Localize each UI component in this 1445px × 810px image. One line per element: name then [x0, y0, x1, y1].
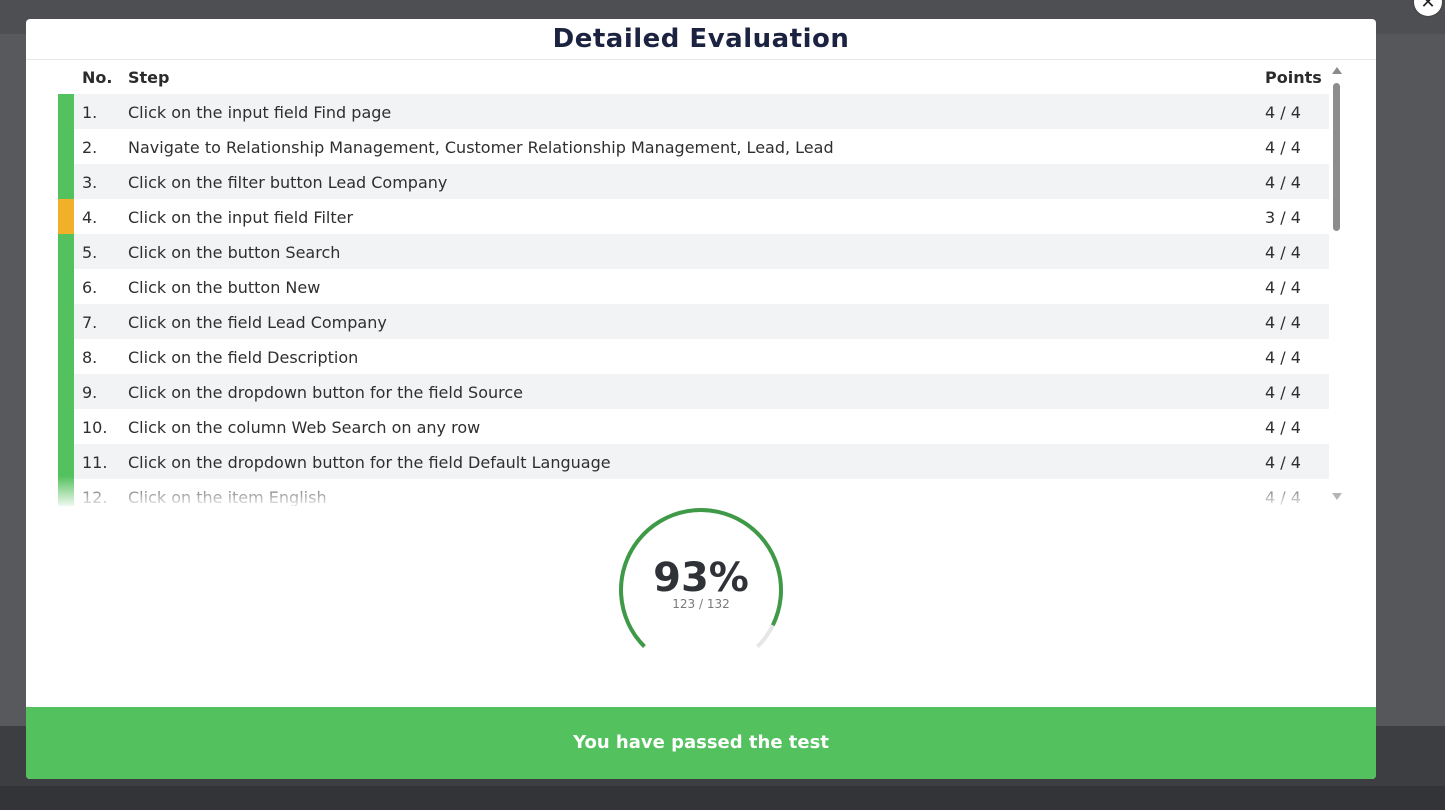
row-status-indicator — [58, 199, 74, 234]
table-row: 1. Click on the input field Find page 4 / … — [58, 94, 1329, 129]
table-row: 10. Click on the column Web Search on any… — [58, 409, 1329, 444]
result-banner: You have passed the test — [26, 707, 1376, 779]
row-status-indicator — [58, 339, 74, 374]
score-points: 123 / 132 — [672, 597, 730, 611]
score-gauge-fill — [619, 508, 783, 648]
row-step-text: Click on the dropdown button for the fie… — [128, 383, 524, 402]
row-status-indicator — [58, 269, 74, 304]
table-row: 8. Click on the field Description 4 / 4 — [58, 339, 1329, 374]
row-points: 4 / 4 — [1265, 348, 1301, 367]
row-number: 6. — [82, 278, 98, 297]
table-row: 2. Navigate to Relationship Management, C… — [58, 129, 1329, 164]
column-header-points: Points — [1265, 68, 1322, 87]
row-points: 3 / 4 — [1265, 208, 1301, 227]
row-number: 11. — [82, 453, 108, 472]
row-points: 4 / 4 — [1265, 138, 1301, 157]
table-body: 1. Click on the input field Find page 4 / … — [58, 94, 1329, 506]
evaluation-table: No. Step Points 1. Click on the input fie… — [58, 64, 1329, 506]
table-row: 5. Click on the button Search 4 / 4 — [58, 234, 1329, 269]
table-header: No. Step Points — [58, 64, 1329, 94]
row-points: 4 / 4 — [1265, 173, 1301, 192]
row-step-text: Click on the filter button Lead Company — [128, 173, 448, 192]
scroll-up-arrow-icon[interactable] — [1332, 67, 1342, 74]
row-points: 4 / 4 — [1265, 418, 1301, 437]
row-points: 4 / 4 — [1265, 383, 1301, 402]
row-number: 8. — [82, 348, 98, 367]
row-number: 2. — [82, 138, 98, 157]
row-status-indicator — [58, 409, 74, 444]
app-sidebar — [0, 34, 26, 734]
score-gauge-ring — [619, 508, 783, 648]
scroll-down-arrow-icon[interactable] — [1332, 493, 1342, 500]
row-points: 4 / 4 — [1265, 453, 1301, 472]
row-status-indicator — [58, 129, 74, 164]
row-number: 3. — [82, 173, 98, 192]
row-status-indicator — [58, 444, 74, 479]
row-number: 7. — [82, 313, 98, 332]
row-status-indicator — [58, 234, 74, 269]
row-status-indicator — [58, 304, 74, 339]
row-points: 4 / 4 — [1265, 278, 1301, 297]
row-points: 4 / 4 — [1265, 103, 1301, 122]
row-step-text: Click on the field Description — [128, 348, 359, 367]
title-divider — [26, 59, 1376, 60]
row-status-indicator — [58, 94, 74, 129]
column-header-no: No. — [82, 68, 113, 87]
row-number: 4. — [82, 208, 98, 227]
scroll-fade — [58, 476, 1329, 506]
row-number: 5. — [82, 243, 98, 262]
column-header-step: Step — [128, 68, 170, 87]
row-step-text: Click on the button Search — [128, 243, 341, 262]
row-step-text: Click on the input field Find page — [128, 103, 392, 122]
score-gauge: 93% 123 / 132 — [616, 507, 786, 657]
table-row: 4. Click on the input field Filter 3 / 4 — [58, 199, 1329, 234]
table-row: 3. Click on the filter button Lead Compan… — [58, 164, 1329, 199]
row-step-text: Click on the dropdown button for the fie… — [128, 453, 611, 472]
row-number: 10. — [82, 418, 108, 437]
dialog-title: Detailed Evaluation — [552, 24, 850, 54]
taskbar — [0, 786, 1445, 810]
row-step-text: Click on the button New — [128, 278, 321, 297]
row-step-text: Click on the input field Filter — [128, 208, 354, 227]
row-number: 1. — [82, 103, 98, 122]
row-step-text: Click on the column Web Search on any ro… — [128, 418, 481, 437]
close-icon[interactable]: ✕ — [1414, 0, 1442, 16]
row-step-text: Click on the field Lead Company — [128, 313, 387, 332]
table-row: 9. Click on the dropdown button for the f… — [58, 374, 1329, 409]
row-points: 4 / 4 — [1265, 313, 1301, 332]
row-status-indicator — [58, 374, 74, 409]
table-row: 7. Click on the field Lead Company 4 / 4 — [58, 304, 1329, 339]
evaluation-dialog: Detailed Evaluation No. Step Points 1. Cl… — [26, 19, 1376, 779]
table-row: 11. Click on the dropdown button for the … — [58, 444, 1329, 479]
row-points: 4 / 4 — [1265, 243, 1301, 262]
score-percent: 93% — [653, 555, 749, 601]
table-row: 6. Click on the button New 4 / 4 — [58, 269, 1329, 304]
table-scrollbar[interactable] — [1330, 67, 1342, 505]
row-step-text: Navigate to Relationship Management, Cus… — [128, 138, 834, 157]
row-number: 9. — [82, 383, 98, 402]
row-status-indicator — [58, 164, 74, 199]
scrollbar-thumb[interactable] — [1333, 83, 1340, 231]
